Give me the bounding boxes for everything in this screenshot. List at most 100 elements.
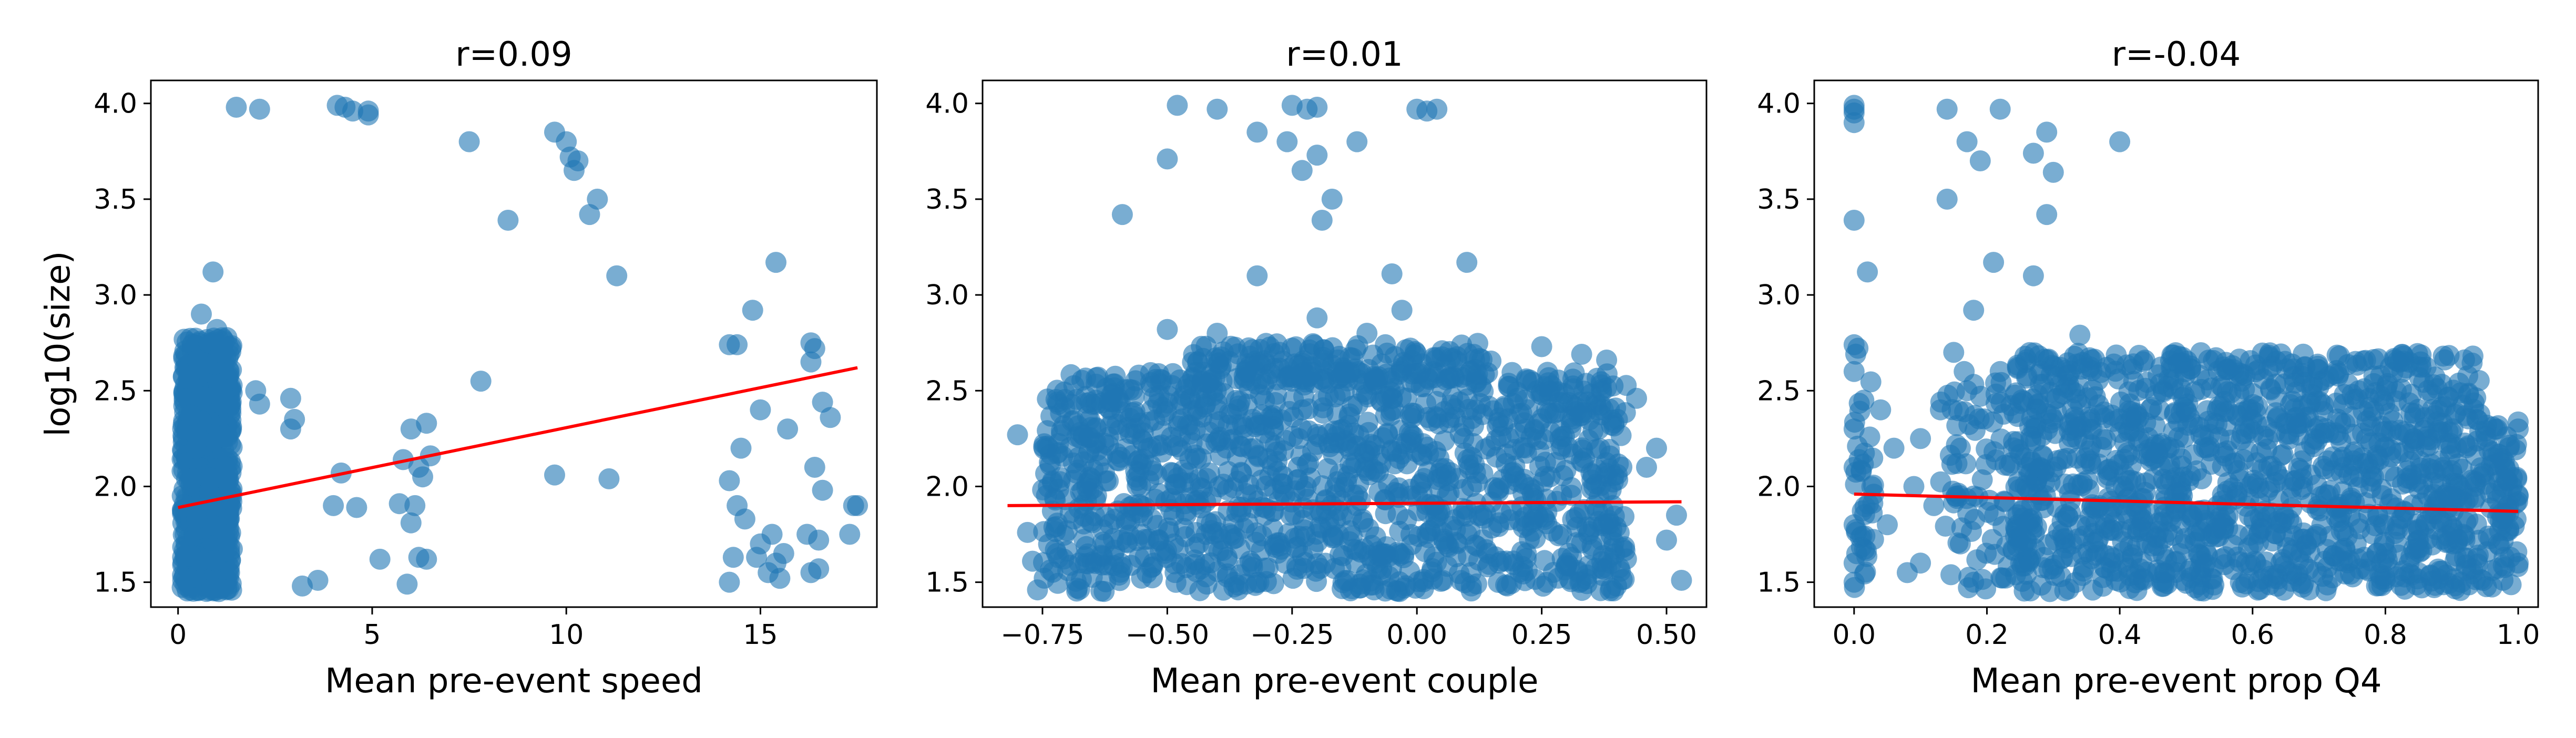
regression-line bbox=[1854, 493, 2519, 513]
scatter-point bbox=[1465, 462, 1486, 484]
chart-panel-2: −0.75 −0.50 −0.25 0.00 0.25 0.50 1.5 2.0 2.5 3.0 3… bbox=[925, 35, 1708, 701]
scatter-point bbox=[1498, 373, 1519, 394]
scatter-point bbox=[2051, 448, 2073, 470]
scatter-point bbox=[2171, 448, 2192, 469]
scatter-point bbox=[1157, 319, 1178, 340]
scatter-point bbox=[1246, 265, 1268, 286]
scatter-point bbox=[2222, 477, 2243, 499]
scatter-point bbox=[1991, 567, 2013, 589]
scatter-point bbox=[1956, 380, 1978, 402]
scatter-point bbox=[1989, 98, 2011, 120]
scatter-point bbox=[1948, 400, 1969, 422]
scatter-point bbox=[2317, 574, 2338, 596]
scatter-point bbox=[1646, 437, 1667, 459]
scatter-point bbox=[1611, 456, 1633, 478]
scatter-point bbox=[1185, 522, 1207, 543]
scatter-point bbox=[1420, 410, 1442, 432]
scatter-point bbox=[1456, 524, 1478, 545]
scatter-point bbox=[598, 468, 620, 489]
scatter-point bbox=[2282, 539, 2304, 561]
scatter-point bbox=[182, 468, 203, 489]
scatter-point bbox=[808, 558, 830, 580]
scatter-point bbox=[1446, 346, 1468, 367]
scatter-point bbox=[249, 393, 270, 415]
scatter-point bbox=[2409, 450, 2431, 472]
regression-line bbox=[178, 366, 858, 509]
scatter-point bbox=[1238, 474, 1259, 496]
scatter-point bbox=[1170, 426, 1191, 447]
scatter-point bbox=[1315, 489, 1336, 510]
scatter-point bbox=[1858, 493, 1879, 515]
scatter-point bbox=[2216, 381, 2238, 403]
scatter-point bbox=[226, 97, 247, 118]
scatter-point bbox=[2211, 548, 2233, 570]
scatter-point bbox=[1923, 495, 1945, 516]
scatter-point bbox=[1176, 574, 1198, 596]
scatter-point bbox=[2067, 416, 2088, 438]
scatter-point bbox=[1231, 496, 1253, 518]
scatter-point bbox=[2268, 489, 2289, 511]
scatter-point bbox=[1976, 438, 1997, 460]
scatter-point bbox=[2439, 433, 2461, 454]
scatter-point bbox=[2488, 533, 2509, 555]
scatter-point bbox=[404, 495, 426, 516]
scatter-point bbox=[1468, 549, 1489, 571]
scatter-point bbox=[2129, 427, 2150, 449]
scatter-point bbox=[2042, 161, 2064, 183]
scatter-point bbox=[2377, 549, 2398, 571]
chart-title: r=0.09 bbox=[455, 35, 572, 74]
scatter-point bbox=[1216, 437, 1237, 459]
scatter-point bbox=[400, 512, 422, 534]
scatter-point bbox=[1560, 485, 1582, 506]
axes-frame bbox=[982, 79, 1708, 608]
y-tick-label: 4.0 bbox=[1757, 88, 1801, 120]
scatter-point bbox=[1191, 335, 1212, 357]
scatter-point bbox=[1328, 432, 1350, 454]
scatter-point bbox=[1432, 570, 1454, 591]
scatter-point bbox=[2480, 483, 2501, 504]
scatter-point bbox=[2476, 576, 2497, 598]
scatter-point bbox=[2229, 551, 2250, 572]
scatter-point bbox=[1108, 450, 1130, 472]
scatter-point bbox=[1375, 503, 1396, 525]
scatter-point bbox=[1592, 399, 1614, 421]
scatter-point bbox=[1213, 579, 1234, 601]
scatter-point bbox=[1606, 575, 1628, 597]
scatter-point bbox=[1511, 403, 1532, 424]
y-tick-label: 4.0 bbox=[925, 88, 969, 120]
scatter-point bbox=[1903, 476, 1925, 497]
scatter-point bbox=[2095, 429, 2117, 450]
x-tick-label: 5 bbox=[363, 619, 381, 651]
scatter-point bbox=[2506, 434, 2527, 455]
scatter-point bbox=[2112, 531, 2133, 552]
scatter-point bbox=[357, 100, 379, 122]
scatter-point bbox=[2133, 568, 2154, 589]
scatter-point bbox=[2191, 551, 2212, 572]
scatter-point bbox=[1540, 421, 1561, 443]
scatter-point bbox=[1095, 470, 1117, 492]
scatter-point bbox=[606, 265, 628, 286]
scatter-point bbox=[191, 303, 212, 325]
scatter-point bbox=[1870, 399, 1892, 421]
scatter-point bbox=[1516, 542, 1537, 564]
x-axis-label: Mean pre-event speed bbox=[325, 662, 703, 701]
scatter-point bbox=[1134, 496, 1156, 518]
scatter-point bbox=[1400, 404, 1422, 426]
scatter-point bbox=[2290, 459, 2312, 481]
scatter-point bbox=[1481, 517, 1502, 539]
scatter-point bbox=[1037, 388, 1058, 410]
scatter-point bbox=[2022, 265, 2044, 286]
scatter-point bbox=[1611, 537, 1633, 559]
scatter-point bbox=[1339, 403, 1361, 425]
scatter-point bbox=[2082, 532, 2104, 554]
scatter-point bbox=[2337, 373, 2359, 395]
scatter-point bbox=[1306, 145, 1328, 166]
x-tick-label: 0.25 bbox=[1511, 619, 1572, 651]
scatter-point bbox=[2037, 534, 2059, 556]
scatter-point bbox=[1376, 363, 1397, 385]
scatter-point bbox=[727, 334, 748, 355]
scatter-point bbox=[1346, 131, 1368, 152]
scatter-point bbox=[1571, 344, 1592, 365]
scatter-point bbox=[416, 548, 437, 570]
scatter-point bbox=[2026, 398, 2047, 420]
